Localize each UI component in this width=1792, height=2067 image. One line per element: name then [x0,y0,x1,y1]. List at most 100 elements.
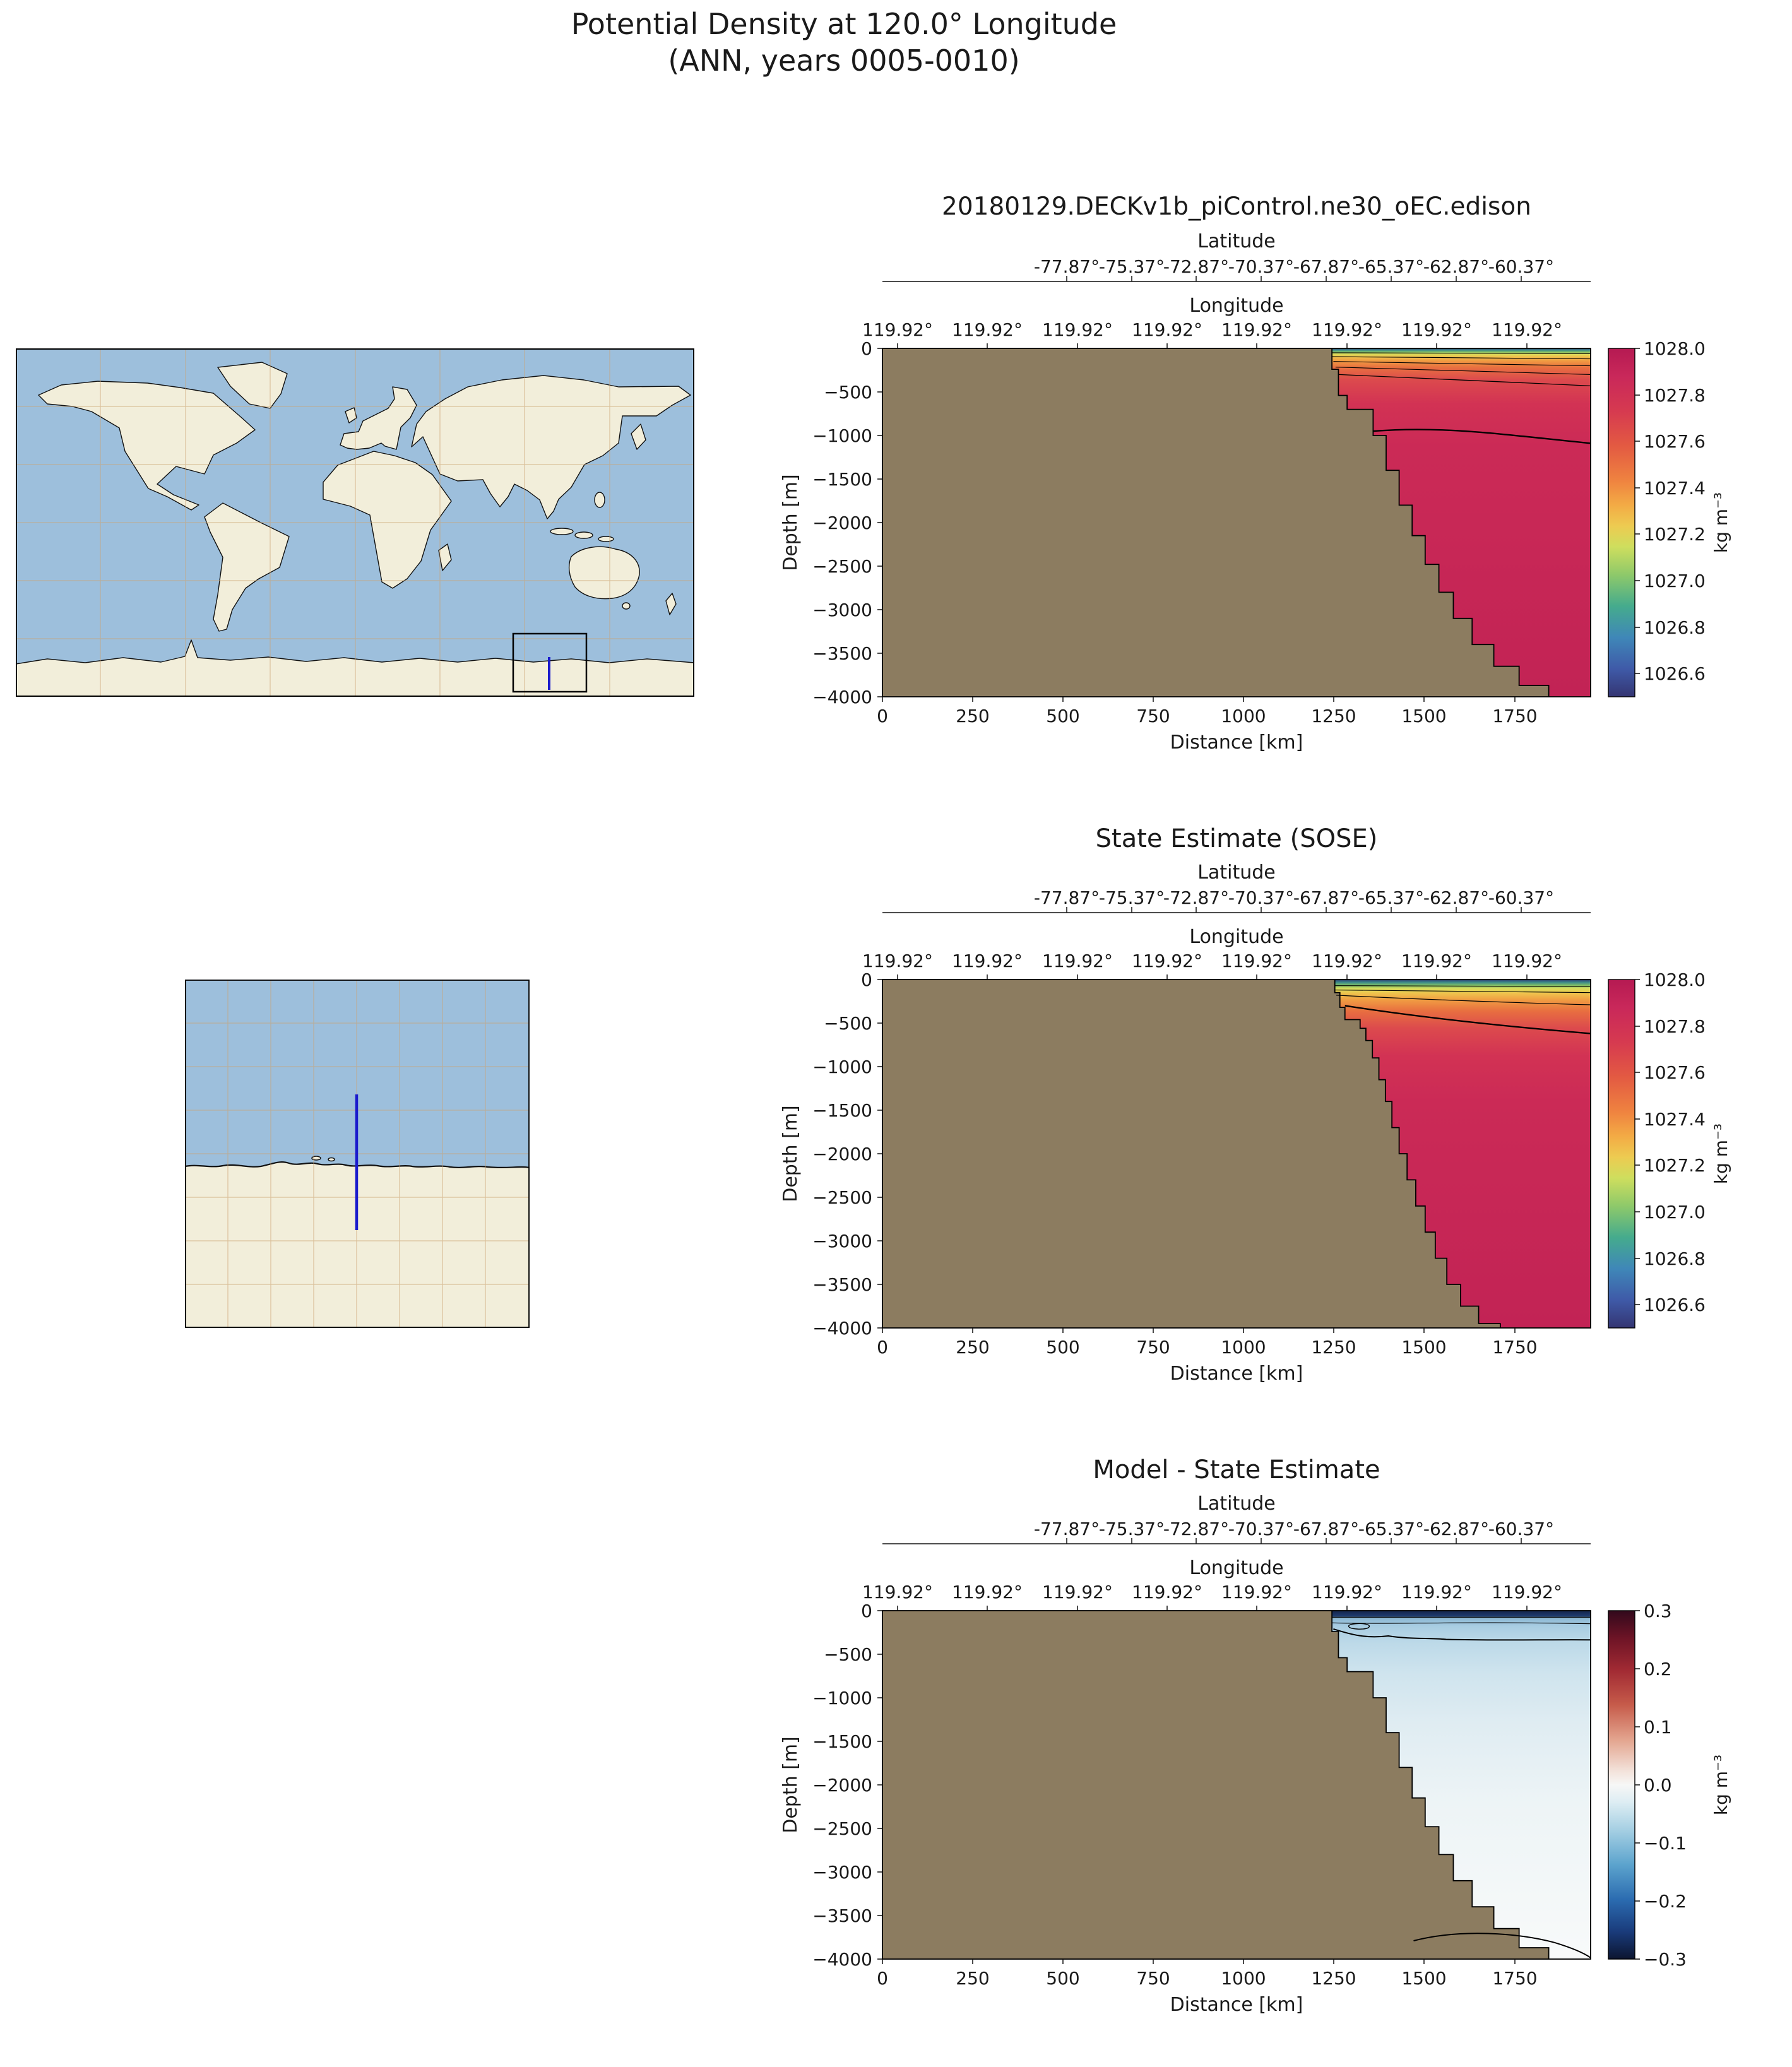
svg-text:-75.37°: -75.37° [1099,1519,1165,1539]
british-isles [345,407,357,423]
coastal-island [311,1156,321,1161]
svg-text:−2500: −2500 [812,1818,872,1839]
svg-text:-65.37°: -65.37° [1358,887,1424,908]
svg-text:−1500: −1500 [812,1731,872,1752]
section-sose: State Estimate (SOSE) Latitude -77.87°-7… [780,824,1731,1385]
svg-text:-67.87°: -67.87° [1293,1519,1359,1539]
latitude-tick-labels: -77.87°-75.37°-72.87°-70.37°-67.87°-65.3… [1034,1519,1554,1539]
svg-text:1250: 1250 [1311,706,1356,726]
difference-contours [1332,1617,1591,1958]
svg-text:−2500: −2500 [812,556,872,577]
svg-text:-62.87°: -62.87° [1423,256,1489,277]
svg-text:1027.8: 1027.8 [1644,385,1706,406]
slope-boundary [1332,1611,1548,1959]
svg-text:1500: 1500 [1401,1968,1446,1989]
longitude-tick-labels: 119.92° 119.92° 119.92° 119.92° 119.92° 119.9… [862,1582,1562,1602]
svg-text:1027.0: 1027.0 [1644,571,1706,591]
colorbar-unit-label: kg m⁻³ [1711,1123,1731,1184]
svg-text:−4000: −4000 [812,1318,872,1339]
japan [631,423,646,450]
density-field [1334,980,1591,1328]
world-gridlines [16,348,694,697]
svg-text:−500: −500 [824,1644,872,1665]
svg-text:−0.2: −0.2 [1644,1891,1687,1912]
svg-text:119.92°: 119.92° [1312,319,1382,340]
svg-text:0.2: 0.2 [1644,1659,1672,1679]
distance-axis-label: Distance [km] [1170,1363,1303,1385]
svg-text:−4000: −4000 [812,1949,872,1970]
svg-text:1027.4: 1027.4 [1644,1109,1706,1130]
svg-text:1000: 1000 [1221,1337,1266,1358]
svg-text:1750: 1750 [1492,706,1537,726]
svg-text:1027.8: 1027.8 [1644,1016,1706,1037]
coastal-island [328,1157,335,1162]
philippines [594,492,605,508]
svg-text:−2000: −2000 [812,1144,872,1164]
svg-text:119.92°: 119.92° [1312,951,1382,971]
svg-text:0: 0 [861,1601,872,1621]
latitude-axis-ticks [882,907,1591,913]
svg-text:119.92°: 119.92° [1221,319,1292,340]
density-field [1332,348,1591,697]
longitude-axis-ticks [897,343,1528,348]
depth-axis-label: Depth [m] [780,474,802,571]
svg-text:119.92°: 119.92° [1401,319,1472,340]
svg-text:250: 250 [956,706,989,726]
svg-text:-62.87°: -62.87° [1423,1519,1489,1539]
colorbar-tick-labels: 0.3 0.2 0.1 0.0 −0.1 −0.2 −0.3 [1644,1601,1687,1970]
model-section-plot-area [882,348,1591,697]
svg-text:-72.87°: -72.87° [1163,256,1229,277]
svg-text:500: 500 [1046,1968,1079,1989]
svg-text:−1500: −1500 [812,1100,872,1121]
svg-text:119.92°: 119.92° [862,319,933,340]
svg-text:-70.37°: -70.37° [1228,1519,1294,1539]
longitude-axis-ticks [897,1606,1528,1611]
svg-text:-67.87°: -67.87° [1293,887,1359,908]
colorbar-ticks [1635,348,1640,674]
svg-text:1750: 1750 [1492,1337,1537,1358]
svg-text:-77.87°: -77.87° [1034,887,1100,908]
latitude-axis-label: Latitude [1197,862,1275,884]
regional-gridlines [185,980,530,1328]
madagascar [438,543,452,571]
svg-text:119.92°: 119.92° [1492,319,1562,340]
svg-text:250: 250 [956,1968,989,1989]
svg-text:−500: −500 [824,1013,872,1034]
distance-tick-labels: 0 250 500 750 1000 1250 1500 1750 [877,1968,1538,1989]
distance-tick-labels: 0 250 500 750 1000 1250 1500 1750 [877,1337,1538,1358]
svg-text:1027.0: 1027.0 [1644,1202,1706,1223]
colorbar-ticks [1635,979,1640,1305]
svg-text:−2500: −2500 [812,1187,872,1208]
svg-text:119.92°: 119.92° [1221,951,1292,971]
svg-text:-60.37°: -60.37° [1488,1519,1554,1539]
depth-axis-label: Depth [m] [780,1105,802,1202]
svg-text:−1000: −1000 [812,1057,872,1077]
svg-text:1250: 1250 [1311,1337,1356,1358]
svg-text:0: 0 [861,338,872,359]
section-model: 20180129.DECKv1b_piControl.ne30_oEC.edis… [780,192,1731,754]
depth-tick-labels: 0 −500 −1000 −1500 −2000 −2500 −3000 −3500 −4000 [812,338,872,708]
svg-text:750: 750 [1136,1968,1170,1989]
depth-tick-labels: 0 −500 −1000 −1500 −2000 −2500 −3000 −3500 −4000 [812,969,872,1339]
svg-text:1028.0: 1028.0 [1644,338,1706,359]
indonesia-island [574,531,593,539]
svg-text:-60.37°: -60.37° [1488,256,1554,277]
svg-text:−3500: −3500 [812,643,872,664]
svg-text:1500: 1500 [1401,706,1446,726]
svg-text:250: 250 [956,1337,989,1358]
depth-axis-ticks [877,1610,882,1960]
svg-text:−3500: −3500 [812,1905,872,1926]
svg-text:0: 0 [877,1337,888,1358]
svg-text:0.0: 0.0 [1644,1775,1672,1796]
svg-text:119.92°: 119.92° [952,1582,1023,1602]
latitude-axis-label: Latitude [1197,230,1275,252]
svg-text:-60.37°: -60.37° [1488,887,1554,908]
section-difference: Model - State Estimate Latitude -77.87°-… [780,1455,1731,2016]
density-contours [1332,353,1591,444]
svg-text:0: 0 [877,706,888,726]
latitude-axis-ticks [882,276,1591,282]
density-colorbar [1608,979,1635,1329]
depth-axis-label: Depth [m] [780,1736,802,1833]
regional-locator-map [185,980,530,1328]
figure-title-line2: (ANN, years 0005-0010) [668,44,1019,78]
